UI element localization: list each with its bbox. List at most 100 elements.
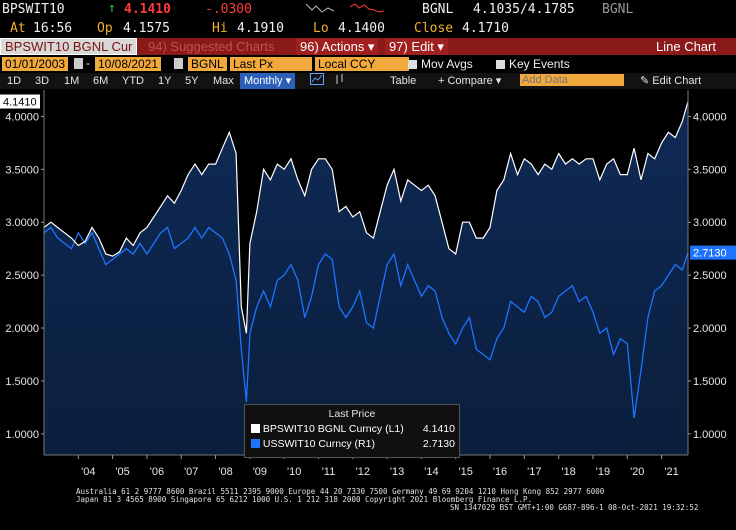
x-tick-label: '19 bbox=[596, 466, 610, 478]
price-field[interactable]: Last Px bbox=[230, 57, 312, 71]
security-field[interactable]: BPSWIT10 BGNL Cur bbox=[0, 38, 138, 55]
x-tick-label: '04 bbox=[81, 466, 95, 478]
mov-avgs-checkbox[interactable] bbox=[408, 60, 417, 69]
mini-chart-icon-2 bbox=[349, 2, 385, 17]
right-tick-label: 3.5000 bbox=[693, 164, 727, 176]
x-tick-label: '07 bbox=[184, 466, 198, 478]
line-tool-icon[interactable] bbox=[310, 73, 324, 89]
close-value: 4.1710 bbox=[462, 21, 509, 36]
right-tick-label: 2.0000 bbox=[693, 323, 727, 335]
left-tick-label: 4.0000 bbox=[5, 111, 39, 123]
x-tick-label: '21 bbox=[664, 466, 678, 478]
legend-value: 2.7130 bbox=[422, 438, 455, 450]
last-value-label-left: 4.1410 bbox=[3, 97, 37, 109]
table-button[interactable]: Table bbox=[390, 75, 417, 87]
chart-toolbar: BPSWIT10 BGNL Cur 94) Suggested Charts 9… bbox=[0, 38, 736, 55]
tab-3d[interactable]: 3D bbox=[35, 75, 50, 87]
tab-1y[interactable]: 1Y bbox=[158, 75, 172, 87]
footer-line-2: Japan 81 3 4565 8900 Singapore 65 6212 1… bbox=[76, 495, 533, 504]
edit-chart-button[interactable]: ✎ Edit Chart bbox=[640, 75, 702, 87]
footer-line-1: Australia 61 2 9777 8600 Brazil 5511 239… bbox=[76, 487, 605, 496]
footer: Australia 61 2 9777 8600 Brazil 5511 239… bbox=[0, 488, 736, 512]
legend-series-name: BPSWIT10 BGNL Curncy bbox=[262, 423, 383, 435]
x-tick-label: '05 bbox=[115, 466, 129, 478]
x-tick-label: '08 bbox=[218, 466, 232, 478]
calendar-icon-2[interactable] bbox=[174, 58, 183, 69]
at-time: 16:56 bbox=[33, 21, 73, 36]
last-value-box-right bbox=[690, 245, 736, 260]
source-label-2: BGNL bbox=[602, 2, 634, 17]
start-date-field[interactable]: 01/01/2003 bbox=[2, 57, 69, 71]
up-arrow-icon: ↑ bbox=[108, 1, 116, 16]
tab-1d[interactable]: 1D bbox=[7, 75, 22, 87]
bar-tool-icon[interactable] bbox=[334, 73, 346, 89]
currency-field[interactable]: Local CCY bbox=[315, 57, 409, 71]
left-tick-label: 2.0000 bbox=[5, 323, 39, 335]
actions-menu[interactable]: 96) Actions ▾ bbox=[296, 38, 379, 55]
tab-max[interactable]: Max bbox=[213, 75, 234, 87]
tab-5y[interactable]: 5Y bbox=[185, 75, 199, 87]
calendar-icon[interactable] bbox=[74, 58, 83, 69]
mov-avgs-toggle[interactable]: Mov Avgs bbox=[408, 57, 473, 71]
last-value-box-left bbox=[0, 94, 40, 109]
x-tick-label: '10 bbox=[287, 466, 301, 478]
low-label: Lo bbox=[313, 21, 329, 36]
right-tick-label: 2.5000 bbox=[693, 270, 727, 282]
last-value-label-right: 2.7130 bbox=[693, 248, 727, 260]
footer-line-3: SN 1347029 BST GMT+1:00 G687-896-1 08-Oc… bbox=[450, 503, 699, 512]
series-line-usswit10 bbox=[43, 226, 689, 419]
low-value: 4.1400 bbox=[338, 21, 385, 36]
tab-ytd[interactable]: YTD bbox=[122, 75, 144, 87]
add-data-input[interactable] bbox=[520, 74, 624, 86]
chart-type-label: Line Chart bbox=[656, 39, 716, 54]
series-area bbox=[44, 101, 688, 455]
legend-entry-1: BPSWIT10 BGNL Curncy (L1) 4.1410 bbox=[251, 423, 455, 435]
open-label: Op bbox=[97, 21, 113, 36]
series-line-bpswit10 bbox=[43, 101, 689, 334]
x-tick-label: '12 bbox=[356, 466, 370, 478]
x-tick-label: '16 bbox=[493, 466, 507, 478]
key-events-checkbox[interactable] bbox=[496, 60, 505, 69]
tab-6m[interactable]: 6M bbox=[93, 75, 109, 87]
edit-menu[interactable]: 97) Edit ▾ bbox=[385, 38, 448, 55]
x-tick-label: '18 bbox=[561, 466, 575, 478]
left-tick-label: 3.5000 bbox=[5, 164, 39, 176]
open-value: 4.1575 bbox=[123, 21, 170, 36]
mini-chart-icon bbox=[305, 2, 335, 17]
x-tick-label: '06 bbox=[150, 466, 164, 478]
fields-row: 01/01/2003 - 10/08/2021 BGNL Last Px Loc… bbox=[0, 56, 736, 72]
axes: 4.0000 3.5000 3.0000 2.5000 2.0000 1.5000 1.00… bbox=[0, 90, 736, 478]
x-tick-label: '15 bbox=[459, 466, 473, 478]
left-tick-label: 2.5000 bbox=[5, 270, 39, 282]
end-date-field[interactable]: 10/08/2021 bbox=[95, 57, 162, 71]
period-dropdown[interactable]: Monthly ▾ bbox=[240, 73, 296, 89]
right-tick-label: 3.0000 bbox=[693, 217, 727, 229]
chart-legend: Last Price BPSWIT10 BGNL Curncy (L1) 4.1… bbox=[244, 404, 460, 458]
plot-area bbox=[43, 90, 689, 455]
source-label: BGNL bbox=[422, 2, 454, 17]
high-label: Hi bbox=[212, 21, 228, 36]
legend-value: 4.1410 bbox=[422, 423, 455, 435]
tab-1m[interactable]: 1M bbox=[64, 75, 80, 87]
x-tick-label: '14 bbox=[424, 466, 438, 478]
quote-header: BPSWIT10 ↑ 4.1410 -.0300 BGNL 4.1035/4.1… bbox=[0, 0, 736, 18]
legend-title: Last Price bbox=[328, 408, 376, 420]
price-change: -.0300 bbox=[205, 2, 252, 17]
key-events-toggle[interactable]: Key Events bbox=[496, 57, 570, 71]
left-tick-label: 1.5000 bbox=[5, 376, 39, 388]
x-tick-label: '17 bbox=[527, 466, 541, 478]
left-tick-label: 3.0000 bbox=[5, 217, 39, 229]
legend-swatch-white bbox=[251, 424, 260, 433]
bid-ask: 4.1035/4.1785 bbox=[473, 2, 575, 17]
x-tick-label: '11 bbox=[322, 466, 336, 478]
pencil-icon: ✎ bbox=[640, 75, 650, 87]
right-tick-label: 4.0000 bbox=[693, 111, 727, 123]
right-tick-label: 1.0000 bbox=[693, 429, 727, 441]
quote-stats: At 16:56 Op 4.1575 Hi 4.1910 Lo 4.1400 C… bbox=[0, 19, 736, 37]
high-value: 4.1910 bbox=[237, 21, 284, 36]
suggested-charts-button[interactable]: 94) Suggested Charts bbox=[148, 39, 275, 54]
source-field[interactable]: BGNL bbox=[188, 57, 227, 71]
legend-swatch-blue bbox=[251, 439, 260, 448]
compare-button[interactable]: + Compare ▾ bbox=[438, 75, 502, 87]
x-tick-label: '13 bbox=[390, 466, 404, 478]
